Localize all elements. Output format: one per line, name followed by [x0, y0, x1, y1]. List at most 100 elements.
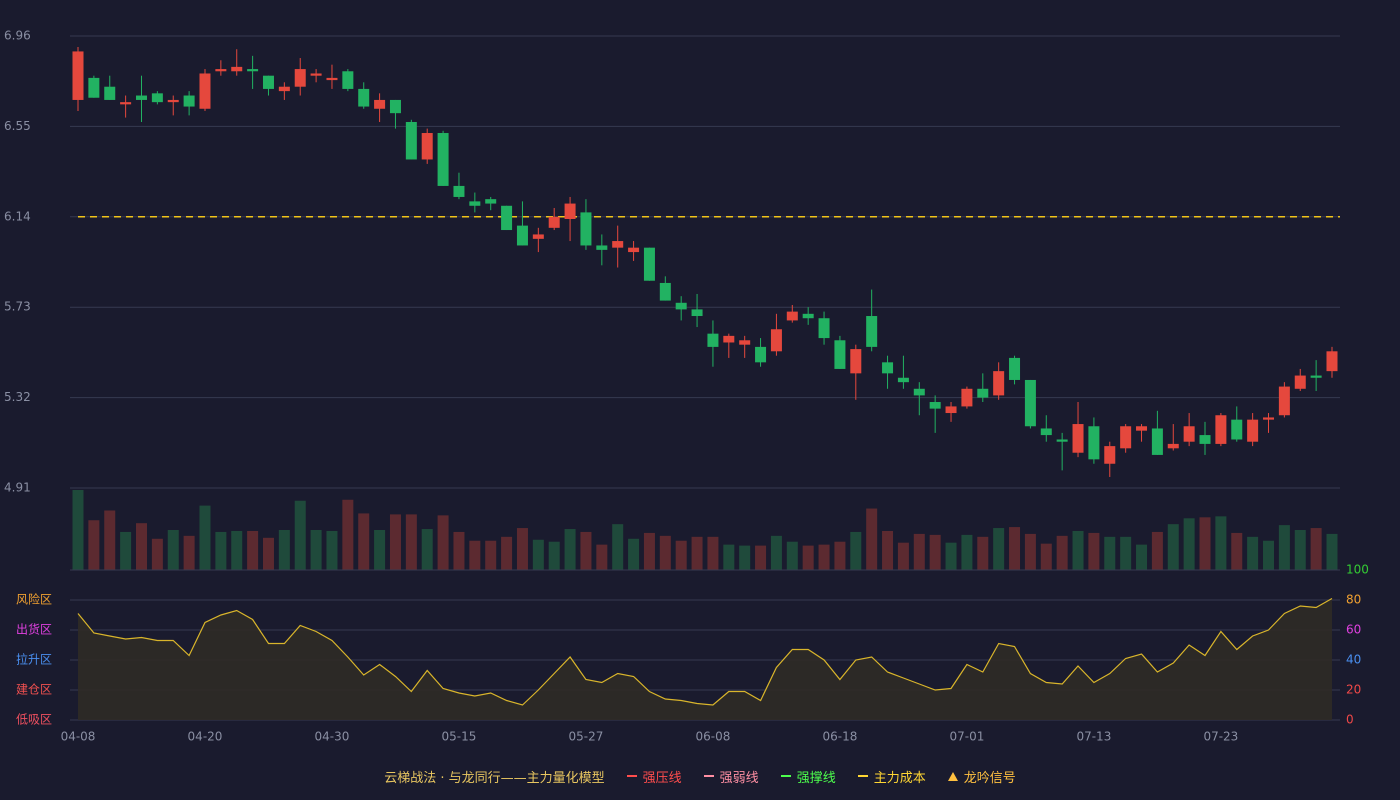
volume-bar: [247, 530, 259, 570]
zone-label: 出货区: [16, 622, 52, 637]
volume-bar: [691, 536, 703, 570]
legend-item: 强弱线: [703, 767, 759, 786]
volume-bar: [358, 513, 370, 570]
volume-bar: [374, 530, 386, 570]
volume-bar: [389, 514, 401, 570]
candle-body: [850, 349, 862, 374]
legend-marker: [857, 775, 868, 777]
legend-marker: [947, 771, 958, 781]
volume-bar: [866, 508, 878, 570]
volume-bar: [1183, 518, 1195, 570]
candle-body: [755, 346, 767, 363]
x-tick-label: 04-30: [315, 730, 350, 744]
candle-body: [167, 99, 179, 103]
candle-body: [120, 102, 132, 105]
candle-body: [961, 388, 973, 407]
volume-bar: [151, 538, 163, 570]
candle-body: [929, 402, 941, 409]
volume-bar: [643, 532, 655, 570]
volume-bar: [1088, 532, 1100, 570]
candle-body: [882, 362, 894, 374]
candle-body: [1136, 426, 1148, 431]
volume-bar: [675, 540, 687, 570]
candle-body: [1024, 379, 1036, 427]
candle-body: [278, 86, 290, 92]
volume-bar: [707, 536, 719, 570]
volume-bar: [1263, 540, 1275, 570]
volume-bar: [294, 500, 306, 570]
legend-item: 强压线: [626, 767, 682, 786]
volume-bar: [755, 545, 767, 570]
volume-bar: [1326, 533, 1338, 570]
candle-body: [183, 95, 195, 107]
volume-bar: [580, 531, 592, 570]
y-tick-label: 5.73: [4, 300, 31, 314]
volume-bar: [262, 537, 274, 570]
volume-bar: [659, 535, 671, 570]
candle-body: [770, 329, 782, 352]
legend-marker: [703, 775, 714, 777]
volume-bar: [1136, 544, 1148, 570]
x-tick-label: 05-27: [569, 730, 604, 744]
zone-label: 风险区: [16, 592, 52, 607]
volume-bar: [453, 531, 465, 570]
candle-body: [818, 318, 830, 339]
legend-marker: [626, 775, 637, 777]
candle-body: [294, 69, 306, 87]
y2-tick-label: 60: [1346, 623, 1361, 637]
volume-bar: [1310, 528, 1322, 570]
candle-body: [1263, 417, 1275, 420]
volume-bar: [1199, 517, 1211, 570]
candle-body: [1151, 428, 1163, 455]
volume-bar: [437, 515, 449, 570]
volume-bar: [1278, 525, 1290, 570]
candle-body: [1167, 443, 1179, 449]
volume-bar: [929, 534, 941, 570]
volume-bar: [723, 544, 735, 570]
y2-tick-label: 80: [1346, 593, 1361, 607]
candle-body: [659, 282, 671, 301]
zone-label: 低吸区: [16, 713, 52, 727]
volume-bar: [501, 536, 513, 570]
candle-body: [389, 99, 401, 114]
y2-tick-label: 40: [1346, 653, 1361, 667]
volume-bar: [993, 528, 1005, 570]
candle-body: [231, 66, 243, 72]
legend-label: 强弱线: [719, 770, 759, 786]
candle-body: [1056, 439, 1068, 442]
volume-bar: [167, 530, 179, 570]
volume-bar: [1072, 530, 1084, 570]
volume-bar: [342, 499, 354, 570]
candle-body: [501, 205, 513, 231]
candle-body: [691, 309, 703, 317]
candle-body: [532, 234, 544, 239]
candle-body: [247, 69, 259, 72]
volume-bar: [1104, 536, 1116, 570]
volume-bar: [1056, 535, 1068, 570]
indicator-area: [78, 598, 1332, 720]
candle-body: [437, 133, 449, 186]
legend-marker: [780, 775, 791, 777]
candle-body: [913, 388, 925, 396]
candle-body: [405, 121, 417, 160]
candle-body: [1120, 426, 1132, 449]
volume-bar: [913, 533, 925, 570]
candle-body: [1294, 375, 1306, 389]
candle-body: [326, 77, 338, 81]
volume-bar: [88, 520, 100, 570]
candle-body: [723, 335, 735, 343]
candle-body: [310, 73, 322, 76]
volume-bar: [834, 541, 846, 570]
volume-bar: [135, 523, 147, 570]
candle-body: [1183, 426, 1195, 442]
candle-body: [1040, 428, 1052, 436]
legend-title: 云梯战法 · 与龙同行——主力量化模型: [384, 770, 605, 786]
volume-bar: [421, 529, 433, 570]
volume-bar: [1009, 527, 1021, 570]
volume-bar: [72, 490, 84, 570]
candle-body: [516, 225, 528, 246]
volume-bar: [739, 545, 751, 570]
volume-bar: [612, 524, 624, 570]
volume-bar: [469, 540, 481, 570]
candle-body: [151, 93, 163, 103]
